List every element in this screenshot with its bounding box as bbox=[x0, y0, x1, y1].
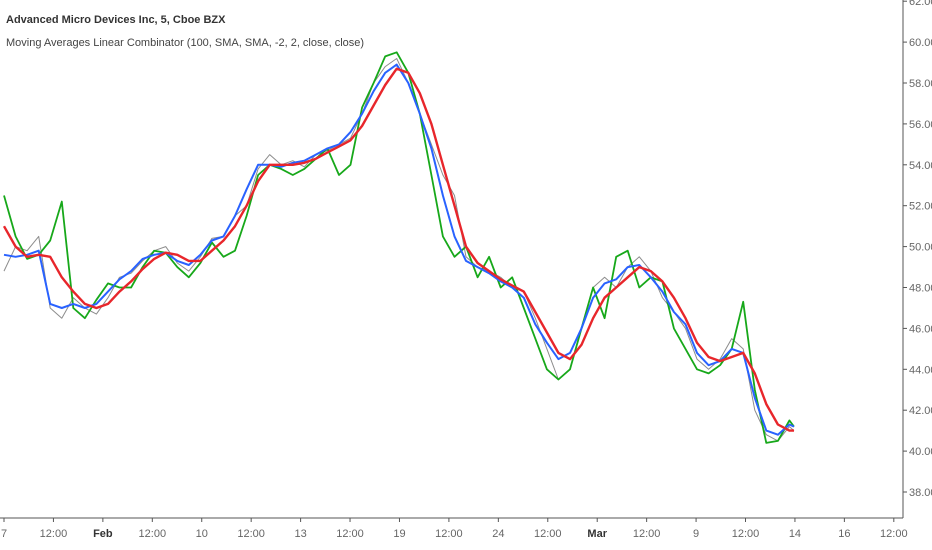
time-tick-label: 12:00 bbox=[40, 528, 68, 540]
price-tick-label: 38.00 bbox=[909, 487, 932, 499]
price-tick-label: 58.00 bbox=[909, 78, 932, 90]
price-tick-label: 48.00 bbox=[909, 283, 932, 295]
plot-area[interactable] bbox=[2, 51, 795, 444]
price-tick-label: 52.00 bbox=[909, 201, 932, 213]
price-tick-label: 54.00 bbox=[909, 160, 932, 172]
price-tick-label: 40.00 bbox=[909, 446, 932, 458]
time-tick-label: 9 bbox=[693, 528, 699, 540]
time-tick-label: Feb bbox=[93, 528, 113, 540]
time-axis[interactable]: 7 12:00 Feb 12:00 10 12:00 13 12:00 19 12:00 24 12:… bbox=[1, 518, 908, 540]
time-tick-label: Mar bbox=[587, 528, 607, 540]
time-tick-label: 12:00 bbox=[732, 528, 760, 540]
red-series-line[interactable] bbox=[2, 67, 794, 432]
price-tick-label: 44.00 bbox=[909, 364, 932, 376]
price-axis[interactable]: 38.00 40.00 42.00 44.00 46.00 48.00 50.00 52.00… bbox=[903, 0, 932, 499]
price-tick-label: 56.00 bbox=[909, 119, 932, 131]
time-tick-label: 12:00 bbox=[633, 528, 661, 540]
price-tick-label: 46.00 bbox=[909, 323, 932, 335]
price-tick-label: 42.00 bbox=[909, 405, 932, 417]
time-tick-label: 12:00 bbox=[880, 528, 908, 540]
price-tick-label: 60.00 bbox=[909, 37, 932, 49]
time-tick-label: 13 bbox=[294, 528, 306, 540]
time-tick-label: 12:00 bbox=[534, 528, 562, 540]
green-series-line[interactable] bbox=[3, 51, 795, 444]
time-tick-label: 7 bbox=[1, 528, 7, 540]
time-tick-label: 14 bbox=[789, 528, 801, 540]
time-tick-label: 12:00 bbox=[139, 528, 167, 540]
symbol-title[interactable]: Advanced Micro Devices Inc, 5, Cboe BZX bbox=[6, 14, 226, 26]
time-tick-label: 12:00 bbox=[336, 528, 364, 540]
time-tick-label: 12:00 bbox=[435, 528, 463, 540]
blue-series-line[interactable] bbox=[3, 63, 795, 436]
time-tick-label: 10 bbox=[196, 528, 208, 540]
price-tick-label: 62.00 bbox=[909, 0, 932, 8]
time-tick-label: 12:00 bbox=[237, 528, 265, 540]
time-tick-label: 19 bbox=[393, 528, 405, 540]
price-tick-label: 50.00 bbox=[909, 242, 932, 254]
price-series-line[interactable] bbox=[3, 58, 795, 442]
time-tick-label: 16 bbox=[838, 528, 850, 540]
time-tick-label: 24 bbox=[492, 528, 504, 540]
indicator-label[interactable]: Moving Averages Linear Combinator (100, … bbox=[6, 37, 365, 49]
